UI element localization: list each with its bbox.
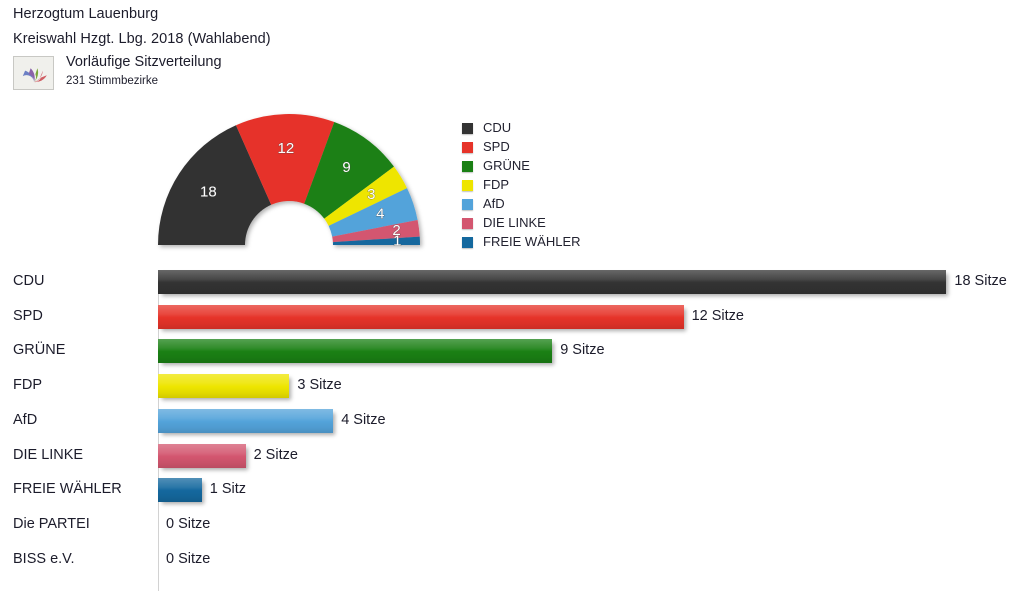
bar-value-label: 4 Sitze xyxy=(341,411,386,428)
bar-fill[interactable] xyxy=(158,478,202,503)
bar-party-label: CDU xyxy=(13,273,45,289)
report-precincts-note: 231 Stimmbezirke xyxy=(66,75,159,87)
hemicycle-seat-count: 4 xyxy=(376,206,384,223)
hemicycle-seat-count: 9 xyxy=(342,159,350,176)
seat-distribution-hemicycle-chart: 18 12 9 3 4 2 1 xyxy=(148,104,448,256)
bar-value-label: 0 Sitze xyxy=(166,550,211,567)
hemicycle-seat-count: 18 xyxy=(200,183,217,200)
hemicycle-seat-count: 3 xyxy=(367,186,375,203)
seats-bar-chart: CDU 18 Sitze SPD 12 Sitze GRÜNE 9 Sitze FDP 3 S… xyxy=(0,268,1024,599)
bar-party-label: FREIE WÄHLER xyxy=(13,481,122,498)
legend-color-swatch-icon xyxy=(462,161,473,172)
bar-value-label: 12 Sitze xyxy=(691,307,744,324)
report-title: Vorläufige Sitzverteilung xyxy=(66,54,222,70)
bar-chart-row[interactable]: GRÜNE 9 Sitze xyxy=(0,337,1024,372)
bar-value-label: 3 Sitze xyxy=(297,377,342,394)
hemicycle-slice xyxy=(304,122,394,219)
bar-party-label: BISS e.V. xyxy=(13,550,75,567)
bar-chart-row[interactable]: SPD 12 Sitze xyxy=(0,303,1024,338)
bar-chart-row[interactable]: Die PARTEI 0 Sitze xyxy=(0,511,1024,546)
legend-item-label: FDP xyxy=(483,177,509,192)
bar-value-label: 9 Sitze xyxy=(560,342,605,359)
bar-value-label: 0 Sitze xyxy=(166,515,211,532)
legend-item-label: GRÜNE xyxy=(483,158,530,173)
hemicycle-slice xyxy=(328,188,418,237)
legend-item-label: DIE LINKE xyxy=(483,215,546,230)
bar-fill[interactable] xyxy=(158,304,684,329)
hemicycle-seat-count: 12 xyxy=(278,140,295,157)
bar-chart-row[interactable]: FREIE WÄHLER 1 Sitz xyxy=(0,476,1024,511)
hemicycle-slice xyxy=(324,166,408,226)
bar-party-label: SPD xyxy=(13,307,43,324)
legend-color-swatch-icon xyxy=(462,199,473,210)
bar-fill[interactable] xyxy=(158,339,553,364)
bar-chart-row[interactable]: BISS e.V. 0 Sitze xyxy=(0,546,1024,581)
hemicycle-slice xyxy=(332,219,420,243)
bar-track xyxy=(158,443,246,468)
bar-value-label: 18 Sitze xyxy=(954,273,1007,289)
bar-party-label: GRÜNE xyxy=(13,342,66,359)
bar-fill[interactable] xyxy=(158,270,947,294)
hemicycle-slice xyxy=(235,114,335,205)
bar-fill[interactable] xyxy=(158,408,334,433)
bar-value-label: 1 Sitz xyxy=(209,481,247,498)
election-subtitle: Kreiswahl Hzgt. Lbg. 2018 (Wahlabend) xyxy=(13,31,271,47)
legend-item-label: AfD xyxy=(483,196,505,211)
bar-track xyxy=(158,270,947,294)
bar-party-label: DIE LINKE xyxy=(13,446,84,463)
bar-track xyxy=(158,339,553,364)
bar-chart-row[interactable]: AfD 4 Sitze xyxy=(0,407,1024,442)
bar-party-label: FDP xyxy=(13,377,42,394)
legend-color-swatch-icon xyxy=(462,123,473,134)
hemicycle-seat-count: 2 xyxy=(392,222,400,239)
hemicycle-seat-count: 1 xyxy=(393,232,401,249)
bar-track xyxy=(158,478,202,503)
hemicycle-slice-group xyxy=(158,114,420,245)
legend-color-swatch-icon xyxy=(462,218,473,229)
bar-chart-row[interactable]: DIE LINKE 2 Sitze xyxy=(0,442,1024,477)
bar-party-label: AfD xyxy=(13,411,38,428)
legend-item-label: SPD xyxy=(483,139,510,154)
bar-value-label: 2 Sitze xyxy=(253,446,298,463)
legend-color-swatch-icon xyxy=(462,142,473,153)
legend-item-label: CDU xyxy=(483,120,512,135)
bar-fill[interactable] xyxy=(158,374,290,399)
region-title: Herzogtum Lauenburg xyxy=(13,6,159,22)
legend-color-swatch-icon xyxy=(462,237,473,248)
bar-track xyxy=(158,408,334,433)
bar-track xyxy=(158,374,290,399)
hemicycle-slice xyxy=(332,236,420,245)
hemicycle-slice xyxy=(158,125,272,245)
bar-party-label: Die PARTEI xyxy=(13,515,90,532)
legend-item-label: FREIE WÄHLER xyxy=(483,234,581,249)
bar-track xyxy=(158,304,684,329)
legend-color-swatch-icon xyxy=(462,180,473,191)
bar-chart-row[interactable]: CDU 18 Sitze xyxy=(0,268,1024,303)
seat-distribution-fan-icon xyxy=(13,56,54,90)
bar-fill[interactable] xyxy=(158,443,246,468)
bar-chart-row[interactable]: FDP 3 Sitze xyxy=(0,372,1024,407)
